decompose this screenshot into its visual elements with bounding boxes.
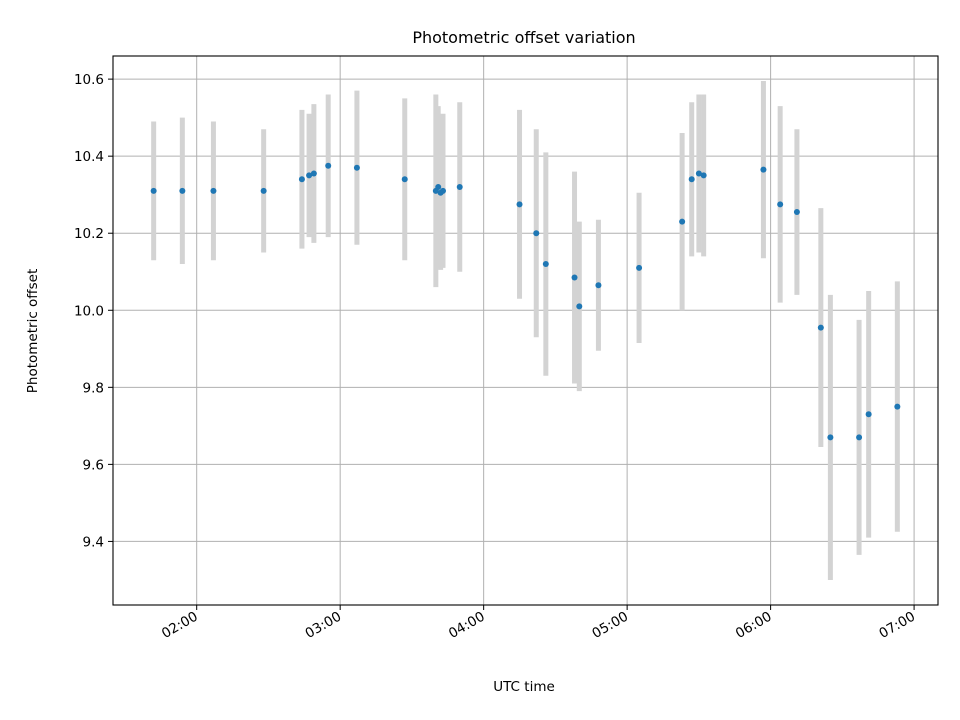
data-point (542, 261, 549, 268)
y-tick-label: 9.6 (83, 457, 104, 473)
data-point (401, 176, 408, 183)
data-point (150, 187, 157, 194)
data-point (533, 230, 540, 237)
data-point (571, 274, 578, 281)
data-point (576, 303, 583, 310)
data-point (440, 187, 446, 194)
plot-frame (112, 55, 939, 606)
y-tick-label: 10.4 (74, 149, 104, 165)
data-point (700, 172, 707, 179)
data-point (793, 209, 800, 216)
x-tick-label: 07:00 (876, 609, 918, 642)
y-tick-label: 10.6 (74, 72, 104, 88)
x-tick-label: 03:00 (302, 609, 344, 642)
data-point (894, 403, 901, 410)
data-point (353, 164, 360, 171)
x-tick-label: 06:00 (733, 609, 775, 642)
x-axis-ticks: 02:00 03:00 04:00 05:00 06:00 07:00 (159, 605, 918, 642)
data-point (827, 434, 834, 441)
data-point (695, 170, 702, 177)
data-point (817, 324, 824, 331)
data-point (298, 176, 305, 183)
y-tick-label: 9.4 (83, 534, 104, 550)
data-point (210, 187, 217, 194)
data-point (679, 218, 686, 225)
data-point (310, 170, 317, 177)
data-point (865, 411, 872, 418)
data-point (595, 282, 602, 289)
data-point (456, 183, 463, 190)
data-point (856, 434, 863, 441)
x-axis-label: UTC time (493, 679, 555, 695)
grid (113, 56, 938, 605)
y-tick-label: 10.2 (74, 226, 104, 242)
data-point (636, 264, 643, 271)
data-point (435, 183, 442, 190)
data-point (179, 187, 186, 194)
data-points (150, 162, 901, 441)
data-point (516, 201, 523, 208)
data-point (325, 162, 332, 169)
data-point (760, 166, 767, 173)
x-tick-label: 02:00 (159, 609, 201, 642)
x-tick-label: 04:00 (446, 609, 488, 642)
y-tick-label: 10.0 (74, 303, 104, 319)
y-tick-label: 9.8 (83, 380, 104, 396)
y-axis-ticks: 9.4 9.6 9.8 10.0 10.2 10.4 10.6 (74, 72, 113, 550)
data-point (260, 187, 267, 194)
data-point (688, 176, 695, 183)
y-axis-label: Photometric offset (25, 269, 41, 393)
data-point (306, 172, 313, 179)
chart-title: Photometric offset variation (412, 28, 635, 47)
x-tick-label: 05:00 (589, 609, 631, 642)
data-point (777, 201, 784, 208)
